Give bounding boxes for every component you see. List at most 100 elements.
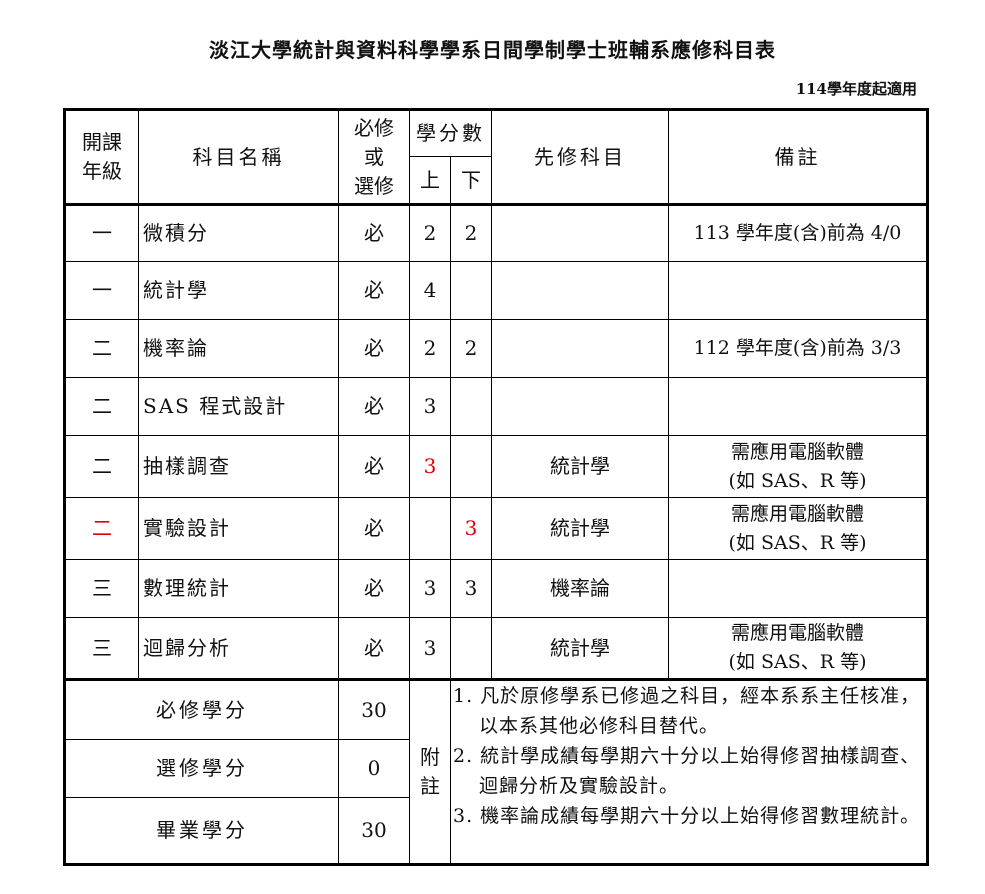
header-first-semester: 上 — [409, 156, 451, 205]
grade-cell: 一 — [64, 261, 139, 320]
course-row: 一微積分必 2 2 113 學年度(含)前為 4/0 — [64, 203, 928, 262]
course-name-cell: 統計學 — [138, 261, 339, 320]
prerequisite-cell — [491, 261, 669, 320]
notes: 1. 凡於原修學系已修過之科目，經本系系主任核准，以本系其他必修科目替代。 2.… — [450, 678, 928, 865]
header-req-line: 必修 — [354, 115, 394, 140]
header-remarks: 備註 — [668, 109, 928, 205]
prerequisite-cell — [491, 319, 669, 378]
second-semester-credits — [450, 261, 492, 320]
prerequisite-cell: 統計學 — [491, 617, 669, 680]
document-title: 淡江大學統計與資料科學學系日間學制學士班輔系應修科目表 — [209, 38, 776, 62]
remarks-cell: 需應用電腦軟體 (如 SAS、R 等) — [668, 435, 928, 498]
remarks-cell — [668, 559, 928, 618]
required-type-cell: 必 — [338, 203, 410, 262]
course-row: 三迴歸分析必 3 統計學 需應用電腦軟體 (如 SAS、R 等) — [64, 617, 928, 680]
grade-cell: 二 — [64, 319, 139, 378]
note-item: 1. 凡於原修學系已修過之科目，經本系系主任核准，以本系其他必修科目替代。 — [453, 685, 921, 737]
first-semester-credits: 3 — [409, 617, 451, 680]
first-semester-credits — [409, 497, 451, 560]
applies-from: 114學年度起適用 — [795, 80, 917, 98]
required-type-cell: 必 — [338, 377, 410, 436]
course-row: 一統計學必 4 — [64, 261, 928, 320]
remarks-cell: 113 學年度(含)前為 4/0 — [668, 203, 928, 262]
header-row: 開課 年級 科目名稱 必修或選修 學分數 先修科目 備註 — [64, 109, 928, 205]
second-semester-credits: 2 — [450, 319, 492, 378]
remarks-line: 112 學年度(含)前為 3/3 — [693, 337, 902, 359]
first-semester-credits: 3 — [409, 559, 451, 618]
remarks-line: (如 SAS、R 等) — [728, 469, 867, 492]
prerequisite-cell: 統計學 — [491, 435, 669, 498]
course-row: 二 SAS 程式設計必 3 — [64, 377, 928, 436]
summary-label: 選修學分 — [64, 739, 339, 798]
header-second-semester: 下 — [450, 156, 492, 205]
course-name-cell: 機率論 — [138, 319, 339, 378]
grade-cell: 一 — [64, 203, 139, 262]
course-name-cell: SAS 程式設計 — [138, 377, 339, 436]
required-type-cell: 必 — [338, 617, 410, 680]
remarks-line: 需應用電腦軟體 — [730, 502, 864, 525]
remarks-line: (如 SAS、R 等) — [728, 651, 867, 673]
required-type-cell: 必 — [338, 559, 410, 618]
notes-label-char: 註 — [420, 774, 440, 798]
second-semester-credits: 3 — [450, 497, 492, 560]
summary-label: 必修學分 — [64, 678, 339, 740]
grade-cell: 二 — [64, 377, 139, 436]
prerequisite-cell — [491, 377, 669, 436]
course-name-cell: 實驗設計 — [138, 497, 339, 560]
second-semester-credits — [450, 377, 492, 436]
summary-value: 0 — [338, 739, 410, 798]
notes-label: 附註 — [409, 678, 451, 865]
first-semester-credits: 4 — [409, 261, 451, 320]
summary-row: 畢業學分 30 — [64, 797, 928, 865]
second-semester-credits — [450, 435, 492, 498]
second-semester-credits: 2 — [450, 203, 492, 262]
remarks-line: 需應用電腦軟體 — [730, 440, 864, 463]
remarks-cell: 112 學年度(含)前為 3/3 — [668, 319, 928, 378]
required-type-cell: 必 — [338, 319, 410, 378]
grade-cell: 二 — [64, 497, 139, 560]
course-row: 二實驗設計必 3 統計學 需應用電腦軟體 (如 SAS、R 等) — [64, 497, 928, 560]
first-semester-credits: 2 — [409, 203, 451, 262]
note-item: 2. 統計學成績每學期六十分以上始得修習抽樣調查、迴歸分析及實驗設計。 — [453, 745, 921, 797]
required-type-cell: 必 — [338, 435, 410, 498]
header-prerequisite: 先修科目 — [491, 109, 669, 205]
remarks-cell — [668, 261, 928, 320]
remarks-cell: 需應用電腦軟體 (如 SAS、R 等) — [668, 497, 928, 560]
course-name-cell: 迴歸分析 — [138, 617, 339, 680]
remarks-line: 113 學年度(含)前為 4/0 — [693, 222, 902, 244]
summary-value: 30 — [338, 797, 410, 865]
first-semester-credits: 2 — [409, 319, 451, 378]
course-name-cell: 抽樣調查 — [138, 435, 339, 498]
course-name-cell: 微積分 — [138, 203, 339, 262]
summary-label: 畢業學分 — [64, 797, 339, 865]
header-grade-line: 年級 — [82, 159, 122, 183]
summary-value: 30 — [338, 678, 410, 740]
remarks-cell: 需應用電腦軟體 (如 SAS、R 等) — [668, 617, 928, 680]
grade-cell: 二 — [64, 435, 139, 498]
course-row: 二抽樣調查必 3 統計學 需應用電腦軟體 (如 SAS、R 等) — [64, 435, 928, 498]
first-semester-credits: 3 — [409, 435, 451, 498]
second-semester-credits: 3 — [450, 559, 492, 618]
course-table: 開課 年級 科目名稱 必修或選修 學分數 先修科目 備註 上 下 一微積分必 2 2 1… — [63, 108, 929, 866]
required-type-cell: 必 — [338, 497, 410, 560]
first-semester-credits: 3 — [409, 377, 451, 436]
prerequisite-cell: 機率論 — [491, 559, 669, 618]
course-row: 三數理統計必 3 3 機率論 — [64, 559, 928, 618]
grade-cell: 三 — [64, 559, 139, 618]
header-grade-line: 開課 — [82, 130, 122, 154]
prerequisite-cell — [491, 203, 669, 262]
prerequisite-cell: 統計學 — [491, 497, 669, 560]
summary-row: 必修學分 30 附註 1. 凡於原修學系已修過之科目，經本系系主任核准，以本系其… — [64, 678, 928, 865]
course-name-cell: 數理統計 — [138, 559, 339, 618]
notes-label-char: 附 — [420, 745, 440, 769]
header-required-elective: 必修或選修 — [338, 109, 410, 205]
remarks-line: 需應用電腦軟體 — [730, 622, 864, 644]
header-grade: 開課 年級 — [64, 109, 139, 205]
course-row: 二機率論必 2 2 112 學年度(含)前為 3/3 — [64, 319, 928, 378]
header-credits: 學分數 — [409, 109, 492, 157]
header-subrow: 上 下 — [65, 156, 928, 205]
header-req-line: 選修 — [354, 173, 394, 198]
remarks-line: (如 SAS、R 等) — [728, 531, 867, 554]
remarks-cell — [668, 377, 928, 436]
header-req-line: 或 — [364, 144, 384, 169]
